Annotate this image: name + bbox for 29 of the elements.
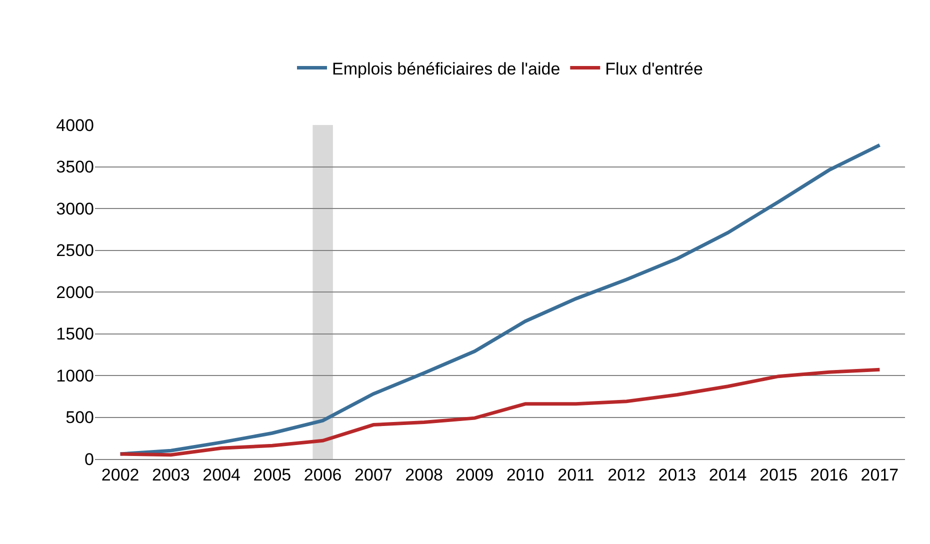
- y-tick-label: 1000: [56, 366, 94, 386]
- x-tick-label: 2010: [506, 465, 544, 484]
- x-tick-label: 2003: [152, 465, 190, 484]
- y-tick-label: 1500: [56, 324, 94, 344]
- legend-label: Flux d'entrée: [605, 59, 703, 78]
- y-tick-label: 3500: [56, 158, 94, 177]
- y-tick-label: 0: [84, 450, 94, 469]
- x-tick-label: 2004: [202, 465, 240, 484]
- x-tick-label: 2005: [253, 465, 292, 484]
- x-tick-label: 2014: [708, 465, 747, 484]
- y-tick-label: 2500: [56, 241, 94, 260]
- x-tick-label: 2012: [608, 465, 646, 484]
- line-series: [118, 368, 882, 457]
- y-tick-label: 3000: [56, 199, 94, 218]
- x-tick-label: 2002: [101, 465, 140, 484]
- y-tick-label: 500: [66, 408, 94, 428]
- x-tick-label: 2009: [456, 465, 494, 484]
- line-series: [118, 143, 882, 456]
- y-tick-label: 2000: [56, 282, 94, 302]
- x-tick-label: 2016: [810, 465, 848, 484]
- x-tick-label: 2015: [760, 465, 798, 484]
- x-tick-label: 2017: [860, 465, 899, 484]
- x-tick-label: 2006: [304, 465, 342, 484]
- x-tick-label: 2007: [354, 465, 392, 484]
- x-tick-label: 2011: [558, 465, 594, 484]
- y-tick-label: 4000: [56, 116, 94, 135]
- legend-label: Emplois bénéficiaires de l'aide: [332, 59, 560, 78]
- x-tick-label: 2013: [658, 465, 696, 484]
- x-tick-label: 2008: [405, 465, 443, 484]
